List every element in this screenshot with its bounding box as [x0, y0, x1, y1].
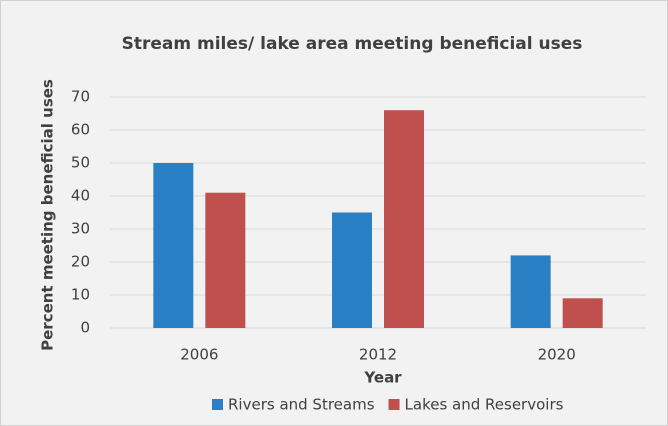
x-tick-label: 2012 — [359, 346, 397, 364]
legend-swatch — [212, 399, 223, 410]
y-axis-label: Percent meeting beneficial uses — [39, 79, 57, 351]
legend-label: Rivers and Streams — [228, 396, 375, 414]
y-tick-label: 50 — [71, 154, 90, 172]
y-tick-label: 30 — [71, 220, 90, 238]
y-tick-label: 10 — [71, 286, 90, 304]
y-tick-label: 20 — [71, 253, 90, 271]
y-tick-label: 70 — [71, 88, 90, 106]
legend-swatch — [388, 399, 400, 410]
bar — [332, 212, 372, 328]
bar — [153, 163, 194, 328]
bar — [510, 255, 551, 328]
bar — [384, 110, 424, 328]
x-tick-label: 2006 — [180, 346, 218, 364]
chart-title: Stream miles/ lake area meeting benefici… — [122, 34, 583, 54]
x-axis-label: Year — [363, 369, 402, 387]
y-tick-label: 40 — [71, 187, 90, 205]
bar — [562, 298, 603, 328]
bar — [205, 192, 246, 328]
x-tick-label: 2020 — [538, 346, 576, 364]
y-tick-label: 0 — [80, 319, 90, 337]
y-tick-label: 60 — [71, 121, 90, 139]
legend-label: Lakes and Reservoirs — [405, 396, 564, 414]
